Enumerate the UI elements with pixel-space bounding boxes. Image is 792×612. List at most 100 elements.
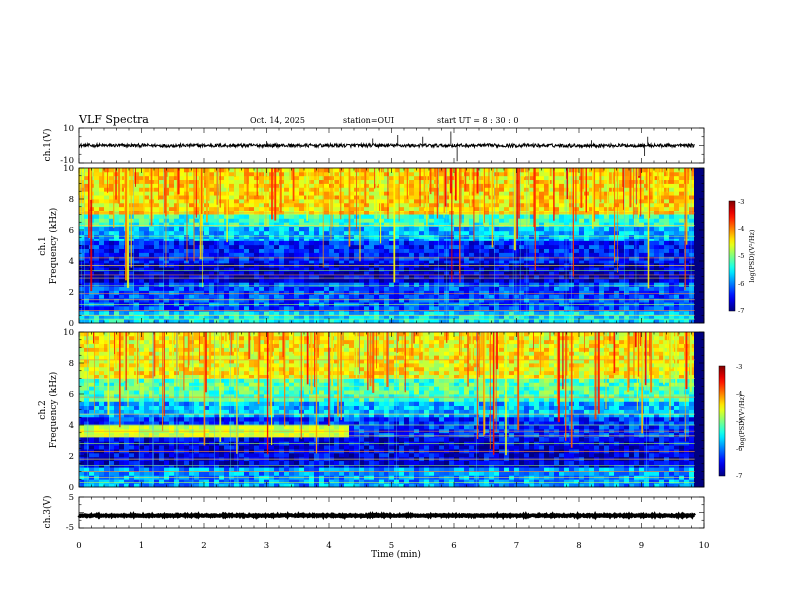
spectrogram-cell [499, 315, 505, 320]
spectrogram-cell [599, 175, 605, 181]
spectrogram-cell [104, 256, 110, 261]
spectrogram-cell [594, 244, 600, 249]
spectrogram-cell [244, 230, 250, 236]
spectrogram-cell [404, 305, 410, 311]
spectrogram-cell [619, 305, 625, 311]
spectrogram-cell [214, 230, 220, 236]
spectrogram-cell [239, 256, 245, 261]
spectrogram-cell [519, 191, 525, 196]
spectrogram-cell [414, 260, 420, 265]
spectrogram-cell [219, 278, 225, 284]
spectrogram-cell [634, 282, 640, 287]
spectrogram-cell [334, 175, 340, 181]
spectrogram-cell [624, 187, 630, 192]
spectrogram-cell [599, 168, 605, 173]
spectrogram-cell [564, 260, 570, 265]
spectrogram-cell [279, 214, 285, 219]
spectrogram-cell [284, 199, 290, 204]
spectrogram-cell [254, 171, 260, 177]
spectrogram-cell [349, 222, 355, 227]
spectrogram-cell [584, 298, 590, 303]
spectrogram-cell [594, 271, 600, 276]
spectrogram-cell [434, 240, 440, 246]
spectrogram-cell [354, 282, 360, 287]
spectrogram-cell [99, 319, 105, 324]
spectrogram-cell [514, 298, 520, 303]
spectrogram-cell [514, 294, 520, 299]
spectrogram-cell [474, 274, 480, 280]
spectrogram-cell [364, 315, 370, 320]
spectrogram-cell [424, 271, 430, 276]
spectrogram-cell [534, 278, 540, 284]
spectrogram-cell [264, 195, 270, 200]
spectrogram-cell [409, 252, 415, 257]
spectrogram-cell [144, 214, 150, 219]
spectrogram-cell [309, 214, 315, 219]
spectrogram-cell [429, 294, 435, 299]
spectrogram-cell [509, 191, 515, 196]
spectrogram-cell [604, 290, 610, 295]
spectrogram-cell [464, 260, 470, 265]
spectrogram-cell [534, 191, 540, 196]
spectrogram-cell [509, 311, 515, 316]
spectrogram-cell [599, 226, 605, 232]
spectrogram-cell [644, 244, 650, 249]
spectrogram-cell [439, 260, 445, 265]
spectrogram-cell [269, 218, 275, 223]
spectrogram-cell [154, 278, 160, 284]
spectrogram-cell [199, 298, 205, 303]
spectrogram-cell [299, 187, 305, 192]
spectrogram-cell [284, 305, 290, 311]
spectrogram-cell [409, 286, 415, 291]
spectrogram-cell [244, 252, 250, 257]
spectrogram-cell [214, 240, 220, 246]
spectrogram-cell [599, 319, 605, 324]
spectrogram-cell [509, 256, 515, 261]
spectrogram-cell [634, 271, 640, 276]
spectrogram-cell [614, 199, 620, 204]
spectrogram-cell [434, 238, 440, 243]
spectrogram-cell [509, 294, 515, 299]
spectrogram-cell [139, 183, 145, 188]
spectrogram-cell [109, 222, 115, 227]
spectrogram-cell [544, 282, 550, 287]
spectrogram-cell [79, 187, 85, 192]
spectrogram-cell [584, 305, 590, 311]
spectrogram-cell [519, 319, 525, 324]
spectrogram-cell [284, 298, 290, 303]
spectrogram-cell [294, 260, 300, 265]
spectrogram-cell [194, 267, 200, 272]
spectrogram-cell [589, 248, 595, 253]
spectrogram-cell [599, 290, 605, 295]
spectrogram-cell [214, 305, 220, 311]
spectrogram-cell [594, 305, 600, 311]
spectrogram-cell [504, 240, 510, 246]
spectrogram-cell [474, 252, 480, 257]
spectrogram-cell [174, 218, 180, 223]
spectrogram-cell [484, 222, 490, 227]
spectrogram-cell [574, 315, 580, 320]
spectrogram-cell [199, 294, 205, 299]
spectrogram-cell [319, 319, 325, 324]
spectrogram-cell [644, 260, 650, 265]
spectrogram-cell [219, 206, 225, 212]
spectrogram-cell [529, 248, 535, 253]
spectrogram-cell [579, 248, 585, 253]
spectrogram-cell [249, 240, 255, 246]
spectrogram-cell [364, 202, 370, 208]
spectrogram-cell [139, 202, 145, 208]
spectrogram-cell [609, 311, 615, 316]
spectrogram-cell [514, 260, 520, 265]
spectrogram-cell [199, 315, 205, 320]
spectrogram-cell [529, 171, 535, 177]
spectrogram-cell [654, 214, 660, 219]
spectrogram-cell [544, 244, 550, 249]
spectrogram-cell [104, 187, 110, 192]
spectrogram-cell [164, 214, 170, 219]
spectrogram-cell [329, 171, 335, 177]
spectrogram-cell [604, 282, 610, 287]
spectrogram-cell [544, 267, 550, 272]
spectrogram-cell [169, 282, 175, 287]
spectrogram-cell [544, 206, 550, 212]
spectrogram-cell [534, 187, 540, 192]
